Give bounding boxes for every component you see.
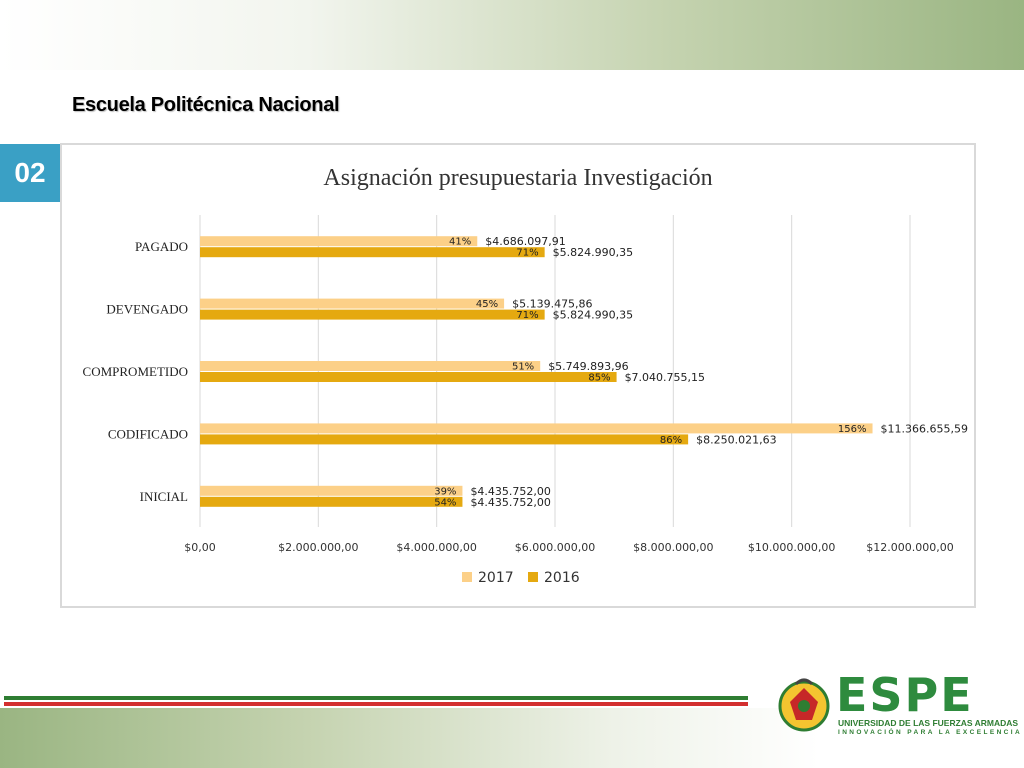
x-tick-label: $6.000.000,00 [515,541,595,554]
pct-label: 45% [476,299,498,310]
category-label: PAGADO [135,239,188,254]
espe-logo-tagline: INNOVACIÓN PARA LA EXCELENCIA [838,729,1023,736]
value-label: $4.435.752,00 [470,496,550,509]
slide-number-badge: 02 [0,144,60,202]
value-label: $5.139.475,86 [512,298,592,311]
category-label: INICIAL [140,489,188,504]
chart-title: Asignación presupuestaria Investigación [323,165,712,191]
pct-label: 39% [434,486,456,497]
espe-logo-text: ESPE [836,668,974,722]
value-label: $7.040.755,15 [625,371,705,384]
bar-2016 [200,496,463,507]
pct-label: 156% [838,424,867,435]
bar-2017 [200,236,478,247]
x-tick-label: $8.000.000,00 [633,541,713,554]
x-tick-label: $12.000.000,00 [866,541,953,554]
value-label: $5.749.893,96 [548,360,628,373]
category-label: DEVENGADO [106,302,188,317]
pct-label: 71% [516,310,538,321]
page-title: Escuela Politécnica Nacional [72,94,340,116]
bar-2017 [200,298,505,309]
category-label: COMPROMETIDO [83,364,188,379]
bar-2017 [200,361,541,371]
pct-label: 71% [516,248,538,259]
value-label: $8.250.021,63 [696,433,776,446]
category-label: CODIFICADO [108,426,188,441]
chart-frame: Asignación presupuestaria Investigación $… [60,143,976,608]
bar-2016 [200,309,545,320]
pct-label: 54% [434,497,456,508]
bar-2016 [200,434,689,445]
pct-label: 85% [588,373,610,384]
pct-label: 86% [660,435,682,446]
x-tick-label: $2.000.000,00 [278,541,358,554]
footer-green-line [4,696,748,700]
bar-2017 [200,485,463,496]
value-label: $5.824.990,35 [553,246,633,259]
value-label: $4.686.097,91 [485,235,565,248]
espe-crest-icon [778,678,830,732]
legend-label: 2017 [478,570,514,586]
legend-swatch [462,572,472,582]
x-tick-label: $10.000.000,00 [748,541,835,554]
value-label: $11.366.655,59 [881,422,968,435]
legend-swatch [528,572,538,582]
value-label: $4.435.752,00 [470,485,550,498]
x-tick-label: $0,00 [184,541,216,554]
bar-2016 [200,247,545,258]
espe-logo-subtitle: UNIVERSIDAD DE LAS FUERZAS ARMADAS [838,718,1019,728]
legend-label: 2016 [544,570,580,586]
bar-2017 [200,423,873,434]
bar-2016 [200,372,617,382]
pct-label: 41% [449,237,471,248]
bar-chart: Asignación presupuestaria Investigación $… [83,165,968,586]
x-tick-label: $4.000.000,00 [396,541,476,554]
top-decor-band [0,0,1024,70]
value-label: $5.824.990,35 [553,309,633,322]
bottom-decor-band [0,708,1024,768]
footer-red-line [4,702,748,706]
pct-label: 51% [512,362,534,373]
